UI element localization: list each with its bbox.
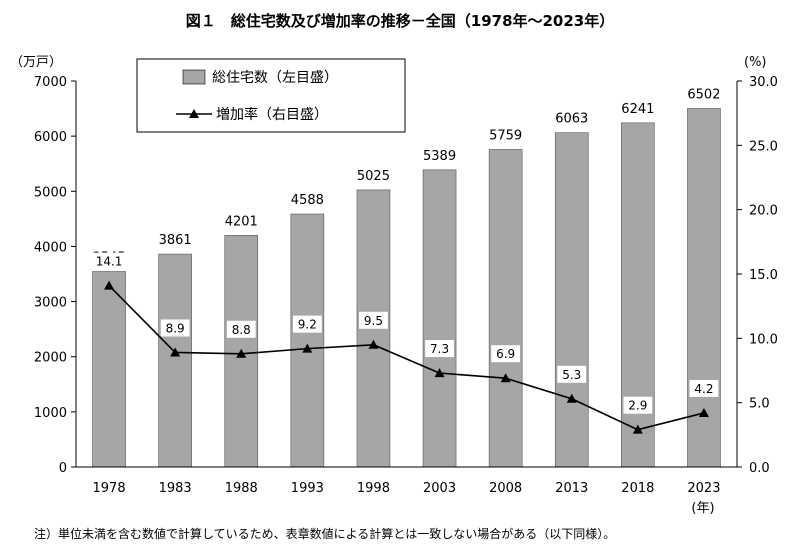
right-tick-label: 20.0: [749, 204, 778, 219]
rate-marker-1993: [302, 343, 313, 353]
x-tick-label-1998: 1998: [357, 481, 390, 496]
left-axis-unit: （万戸）: [10, 55, 62, 70]
rate-label-box-2023: [689, 379, 719, 397]
left-tick-label: 0: [59, 461, 67, 476]
rate-label-2008: 6.9: [496, 347, 515, 361]
rate-marker-1978: [104, 280, 115, 290]
rate-markers: [104, 280, 709, 434]
bar-1983: [158, 253, 192, 468]
x-tick-label-1993: 1993: [291, 481, 324, 496]
bar-2008: [488, 149, 523, 468]
rate-labels: 14.1 8.9 8.8 9.2 9.5 7.3 6.9 5.3 2.9 4.2: [90, 252, 719, 414]
legend-bar-label: 総住宅数（左目盛）: [212, 70, 338, 86]
x-tick-label-2013: 2013: [555, 481, 588, 496]
rate-label-box-1988: [226, 320, 256, 338]
rate-marker-2018: [632, 424, 643, 434]
chart-title: 図１ 総住宅数及び増加率の推移－全国（1978年～2023年）: [186, 12, 615, 30]
x-tick-label-1988: 1988: [225, 481, 258, 496]
rate-label-1998: 9.5: [364, 314, 383, 328]
bar-label-2013: 6063: [555, 112, 588, 127]
x-tick-label-2018: 2018: [621, 481, 654, 496]
x-tick-label-2003: 2003: [423, 481, 456, 496]
right-tick-label: 15.0: [749, 268, 778, 283]
rate-marker-1988: [236, 348, 247, 358]
x-tick-label-1983: 1983: [159, 481, 192, 496]
bar-label-1993: 4588: [291, 193, 324, 208]
footnote: 注）単位未満を含む数値で計算しているため、表章数値による計算とは一致しない場合が…: [34, 526, 615, 541]
rate-marker-2013: [566, 393, 577, 403]
bar-label-1998: 5025: [357, 169, 390, 184]
bar-2018: [621, 122, 655, 468]
rate-label-1978: 14.1: [96, 255, 123, 269]
left-axis-ticks: 0 1000 2000 3000 4000 5000 6000 7000: [34, 75, 76, 476]
rate-label-box-1998: [359, 311, 388, 329]
rate-marker-2008: [500, 373, 511, 383]
rate-marker-2023: [698, 407, 709, 417]
right-tick-label: 5.0: [749, 397, 770, 412]
legend-triangle-icon: [189, 109, 199, 118]
rate-label-box-2013: [557, 365, 587, 383]
bar-1993: [290, 213, 325, 468]
bar-1978: [92, 271, 126, 468]
bar-label-2023: 6502: [687, 87, 720, 102]
x-axis-ticks: 1978 1983 1988 1993 1998 2003 2008 2013 2018 2023: [93, 481, 721, 496]
rate-marker-1998: [368, 339, 379, 349]
rate-label-1988: 8.8: [232, 323, 251, 337]
bar-2003: [422, 169, 457, 468]
rate-label-2023: 4.2: [694, 382, 713, 396]
legend-line-label: 増加率（右目盛）: [216, 106, 328, 123]
x-tick-label-1978: 1978: [93, 481, 126, 496]
rate-label-1983: 8.9: [166, 321, 185, 335]
left-tick-label: 1000: [34, 406, 67, 421]
rate-label-box-1993: [292, 315, 322, 333]
bar-2013: [554, 132, 589, 468]
rate-label-box-1983: [160, 319, 190, 337]
rate-label-1993: 9.2: [298, 318, 317, 332]
bar-label-2003: 5389: [423, 149, 456, 164]
bar-label-2018: 6241: [621, 102, 654, 117]
legend: 総住宅数（左目盛） 増加率（右目盛）: [136, 58, 406, 133]
rate-label-2003: 7.3: [430, 342, 449, 356]
right-tick-label: 0.0: [749, 461, 770, 476]
left-tick-label: 3000: [34, 296, 67, 311]
left-tick-label: 2000: [34, 351, 67, 366]
rate-marker-2003: [434, 368, 445, 378]
right-tick-label: 25.0: [749, 139, 778, 154]
rate-label-2018: 2.9: [628, 399, 647, 413]
bar-label-2008: 5759: [489, 128, 522, 143]
rate-label-2013: 5.3: [562, 368, 581, 382]
rate-marker-1983: [170, 347, 181, 357]
x-tick-label-2008: 2008: [489, 481, 522, 496]
rate-label-box-2003: [425, 340, 454, 358]
right-tick-label: 30.0: [749, 75, 778, 90]
x-axis-unit: (年): [691, 501, 714, 516]
right-tick-label: 10.0: [749, 332, 778, 347]
rate-label-box-1978: [90, 252, 128, 270]
legend-bar-swatch: [182, 69, 206, 85]
bar-series: [92, 108, 721, 468]
left-tick-label: 7000: [34, 75, 67, 90]
left-tick-label: 6000: [34, 130, 67, 145]
bar-2023: [687, 108, 721, 468]
bar-label-1983: 3861: [159, 233, 192, 248]
x-tick-label-2023: 2023: [687, 481, 720, 496]
rate-label-box-2018: [623, 396, 653, 414]
right-axis-ticks: 0.0 5.0 10.0 15.0 20.0 25.0 30.0: [737, 75, 778, 476]
left-tick-label: 4000: [34, 240, 67, 255]
bar-label-1988: 4201: [225, 214, 258, 229]
rate-label-box-2008: [491, 345, 521, 363]
rate-line: [108, 285, 705, 431]
left-tick-label: 5000: [34, 185, 67, 200]
legend-box: [136, 58, 406, 133]
right-axis-unit: (%): [744, 55, 767, 70]
